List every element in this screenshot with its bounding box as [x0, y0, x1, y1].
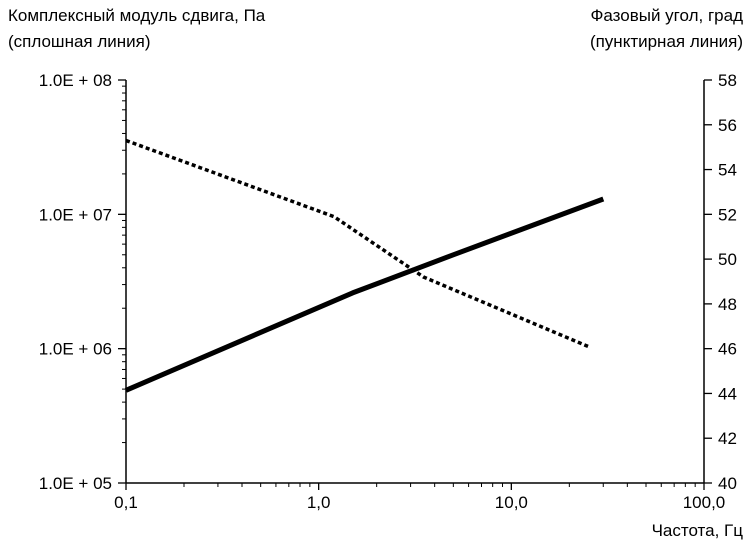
phase-angle-series-line — [125, 138, 589, 349]
chart-tick-labels: 0,1 1,0 10,0 100,0 1.0E + 05 1.0E + 06 1.0E + … — [39, 71, 737, 512]
x-tick-label: 0,1 — [114, 493, 138, 512]
y-right-tick-label: 42 — [718, 429, 737, 448]
y-right-tick-label: 52 — [718, 205, 737, 224]
y-left-tick-label: 1.0E + 06 — [39, 340, 112, 359]
y-right-tick-label: 58 — [718, 71, 737, 90]
y-left-tick-label: 1.0E + 08 — [39, 71, 112, 90]
y-axis-right-title-line2: (пунктирная линия) — [589, 32, 743, 51]
y-right-tick-label: 54 — [718, 161, 737, 180]
x-axis-title: Частота, Гц — [651, 521, 743, 540]
y-left-tick-label: 1.0E + 07 — [39, 205, 112, 224]
x-tick-label: 10,0 — [495, 493, 528, 512]
y-left-tick-label: 1.0E + 05 — [39, 474, 112, 493]
y-axis-left-title-line1: Комплексный модуль сдвига, Па — [8, 6, 266, 25]
y-right-tick-label: 40 — [718, 474, 737, 493]
y-right-tick-label: 50 — [718, 250, 737, 269]
chart-axes — [118, 79, 712, 490]
x-tick-label: 100,0 — [683, 493, 726, 512]
shear-modulus-series-line — [125, 196, 605, 393]
chart-series — [125, 138, 605, 393]
y-right-tick-label: 46 — [718, 340, 737, 359]
chart-svg: 0,1 1,0 10,0 100,0 1.0E + 05 1.0E + 06 1.0E + … — [39, 71, 737, 512]
y-axis-right-title-line1: Фазовый угол, град — [590, 6, 743, 25]
y-axis-left-title-line2: (сплошная линия) — [8, 32, 151, 51]
y-right-tick-label: 48 — [718, 295, 737, 314]
y-right-tick-label: 44 — [718, 384, 737, 403]
x-tick-label: 1,0 — [307, 493, 331, 512]
y-right-tick-label: 56 — [718, 116, 737, 135]
